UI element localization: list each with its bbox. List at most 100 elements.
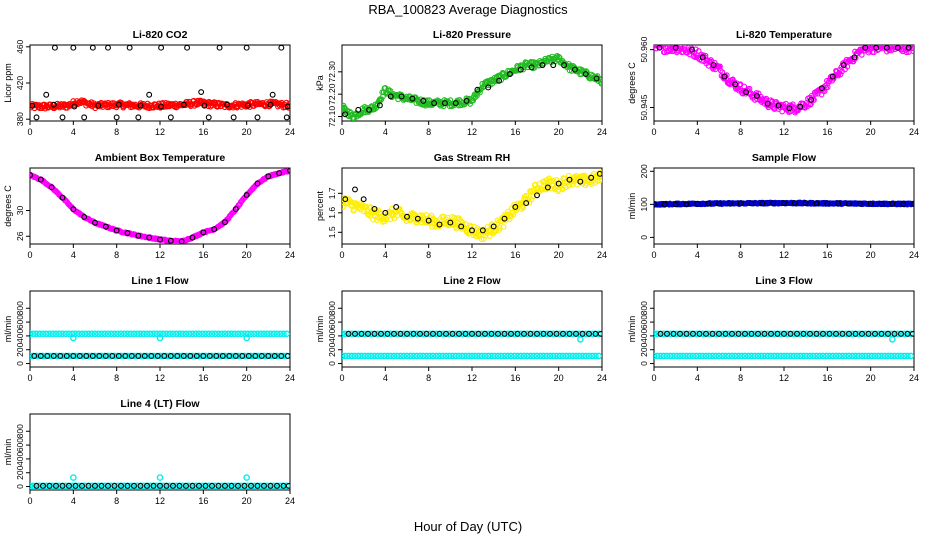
- data-point: [254, 330, 261, 338]
- data-point: [189, 330, 196, 338]
- data-point: [889, 336, 896, 343]
- data-point: [469, 330, 475, 337]
- flow-series: [342, 352, 602, 360]
- x-tick-label: 16: [198, 373, 208, 383]
- data-point: [488, 352, 495, 360]
- y-tick-label: 200: [15, 465, 25, 479]
- data-point: [907, 330, 914, 338]
- data-point: [367, 330, 375, 338]
- data-point: [182, 330, 190, 338]
- data-point: [657, 352, 664, 360]
- data-point: [159, 330, 167, 338]
- data-point: [663, 352, 671, 360]
- data-point: [70, 352, 77, 359]
- data-point: [833, 330, 839, 337]
- x-tick-label: 16: [198, 250, 208, 260]
- data-point: [382, 209, 389, 216]
- data-point: [94, 482, 102, 490]
- data-point: [201, 102, 208, 109]
- data-point: [248, 482, 254, 489]
- data-point: [722, 330, 729, 337]
- data-point: [365, 330, 371, 337]
- data-point: [478, 236, 485, 242]
- data-point: [409, 95, 416, 102]
- data-point: [113, 114, 120, 121]
- data-point: [397, 330, 404, 337]
- data-point: [183, 482, 189, 489]
- data-point: [105, 482, 111, 489]
- data-point: [871, 352, 879, 360]
- data-point: [904, 352, 911, 360]
- data-point: [754, 96, 760, 103]
- data-point: [89, 352, 96, 359]
- data-point: [496, 77, 503, 84]
- x-tick-label: 24: [285, 250, 295, 260]
- data-point: [200, 229, 207, 236]
- data-point: [761, 330, 768, 337]
- y-tick-label: 380: [15, 112, 25, 126]
- data-point: [88, 330, 96, 338]
- y-axis-label: ml/min: [627, 193, 637, 220]
- data-point: [703, 330, 709, 337]
- data-point: [775, 102, 782, 109]
- data-point: [150, 352, 157, 360]
- data-point: [257, 330, 265, 338]
- data-point: [206, 352, 213, 359]
- y-tick-label: 800: [639, 301, 649, 315]
- data-point: [414, 215, 421, 222]
- data-point: [868, 352, 876, 360]
- data-point: [124, 352, 131, 360]
- data-point: [496, 225, 503, 231]
- x-tick-label: 4: [71, 373, 76, 383]
- data-point: [887, 352, 895, 360]
- data-point: [179, 330, 187, 338]
- data-point: [111, 330, 118, 338]
- data-point: [250, 330, 258, 338]
- data-point: [371, 330, 378, 337]
- data-point: [413, 352, 421, 360]
- panel-title: Line 2 Flow: [443, 275, 501, 287]
- data-point: [709, 330, 716, 337]
- data-point: [794, 330, 800, 337]
- data-point: [588, 330, 596, 338]
- data-point: [474, 86, 481, 93]
- x-tick-label: 4: [71, 127, 76, 137]
- data-point: [252, 352, 259, 359]
- data-point: [439, 352, 447, 360]
- data-point: [728, 352, 736, 360]
- data-point: [887, 45, 893, 47]
- data-point: [244, 330, 252, 338]
- data-point: [894, 330, 902, 338]
- data-point: [686, 352, 694, 360]
- data-point: [105, 45, 111, 51]
- data-point: [874, 352, 882, 360]
- data-point: [458, 218, 464, 224]
- data-point: [208, 330, 216, 338]
- data-point: [521, 330, 527, 337]
- data-point: [507, 352, 515, 360]
- data-point: [598, 80, 602, 87]
- data-point: [254, 180, 261, 187]
- data-point: [696, 352, 703, 360]
- y-axis-label: ml/min: [3, 316, 13, 343]
- data-point: [404, 330, 410, 337]
- data-point: [851, 54, 858, 61]
- data-point: [387, 330, 395, 338]
- data-point: [387, 93, 394, 100]
- data-point: [224, 330, 232, 338]
- data-point: [699, 330, 707, 338]
- data-point: [423, 352, 430, 360]
- x-tick-label: 16: [510, 127, 520, 137]
- data-point: [439, 330, 447, 338]
- data-point: [55, 330, 63, 338]
- data-point: [102, 223, 109, 230]
- data-point: [167, 237, 174, 244]
- x-tick-label: 0: [27, 496, 32, 506]
- data-point: [46, 482, 53, 489]
- data-point: [881, 330, 889, 338]
- data-point: [712, 352, 720, 360]
- data-point: [475, 352, 482, 360]
- data-point: [839, 330, 846, 337]
- x-tick-label: 12: [779, 373, 789, 383]
- data-point: [726, 200, 733, 207]
